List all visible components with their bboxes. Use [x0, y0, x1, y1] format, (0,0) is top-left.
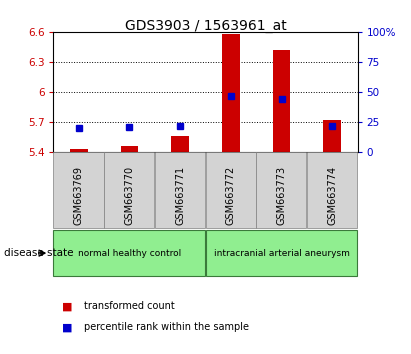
Text: ■: ■	[62, 301, 72, 311]
Text: normal healthy control: normal healthy control	[78, 249, 181, 258]
Text: ■: ■	[62, 322, 72, 332]
Text: disease state: disease state	[4, 248, 74, 258]
Text: GSM663773: GSM663773	[277, 165, 286, 224]
Text: GSM663772: GSM663772	[226, 165, 236, 224]
Text: GSM663769: GSM663769	[74, 166, 84, 224]
Bar	[171, 136, 189, 152]
Text: GSM663771: GSM663771	[175, 165, 185, 224]
Bar	[70, 149, 88, 152]
Text: intracranial arterial aneurysm: intracranial arterial aneurysm	[214, 249, 349, 258]
Bar	[222, 34, 240, 152]
Text: GSM663770: GSM663770	[125, 165, 134, 224]
Text: transformed count: transformed count	[84, 301, 175, 311]
Text: GDS3903 / 1563961_at: GDS3903 / 1563961_at	[125, 19, 286, 34]
Bar	[272, 50, 291, 152]
Bar	[323, 120, 341, 152]
Text: GSM663774: GSM663774	[327, 165, 337, 224]
Bar	[120, 146, 139, 152]
Text: percentile rank within the sample: percentile rank within the sample	[84, 322, 249, 332]
